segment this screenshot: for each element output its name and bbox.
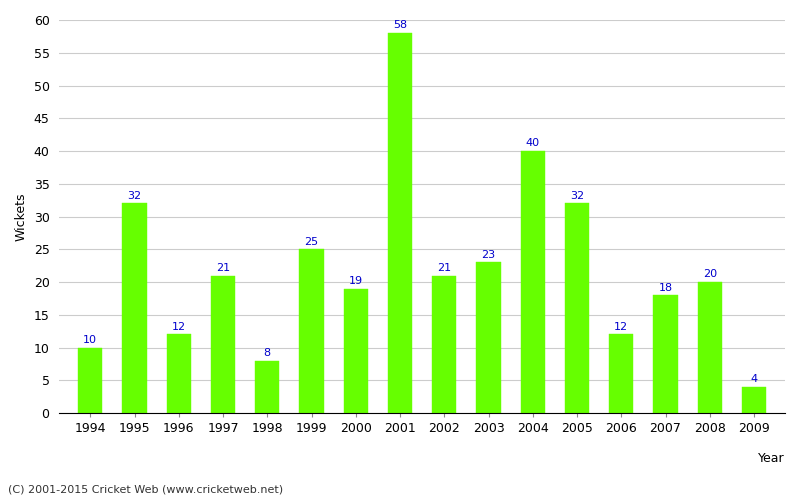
Bar (432, 276, 457, 413)
Text: 10: 10 (83, 335, 98, 345)
Bar (388, 33, 412, 413)
Bar (609, 334, 634, 413)
Bar (211, 276, 235, 413)
Bar (654, 295, 678, 413)
Bar (565, 204, 589, 413)
Bar (122, 204, 146, 413)
Text: 19: 19 (349, 276, 363, 286)
Y-axis label: Wickets: Wickets (15, 192, 28, 241)
Text: 32: 32 (570, 191, 584, 201)
Text: 8: 8 (264, 348, 271, 358)
Text: 58: 58 (393, 20, 407, 30)
Text: 12: 12 (172, 322, 186, 332)
Bar (742, 387, 766, 413)
Bar (698, 282, 722, 413)
Bar (521, 151, 545, 413)
Bar (78, 348, 102, 413)
Text: 21: 21 (216, 263, 230, 273)
Bar (166, 334, 191, 413)
Bar (299, 250, 324, 413)
Text: 21: 21 (438, 263, 451, 273)
Bar (343, 288, 368, 413)
Text: 12: 12 (614, 322, 628, 332)
Text: 32: 32 (127, 191, 142, 201)
Text: Year: Year (758, 452, 785, 465)
Text: (C) 2001-2015 Cricket Web (www.cricketweb.net): (C) 2001-2015 Cricket Web (www.cricketwe… (8, 485, 283, 495)
Bar (476, 262, 501, 413)
Text: 4: 4 (750, 374, 758, 384)
Text: 18: 18 (658, 282, 673, 292)
Text: 25: 25 (305, 236, 318, 246)
Text: 23: 23 (482, 250, 495, 260)
Text: 20: 20 (702, 270, 717, 280)
Text: 40: 40 (526, 138, 540, 148)
Bar (255, 360, 279, 413)
